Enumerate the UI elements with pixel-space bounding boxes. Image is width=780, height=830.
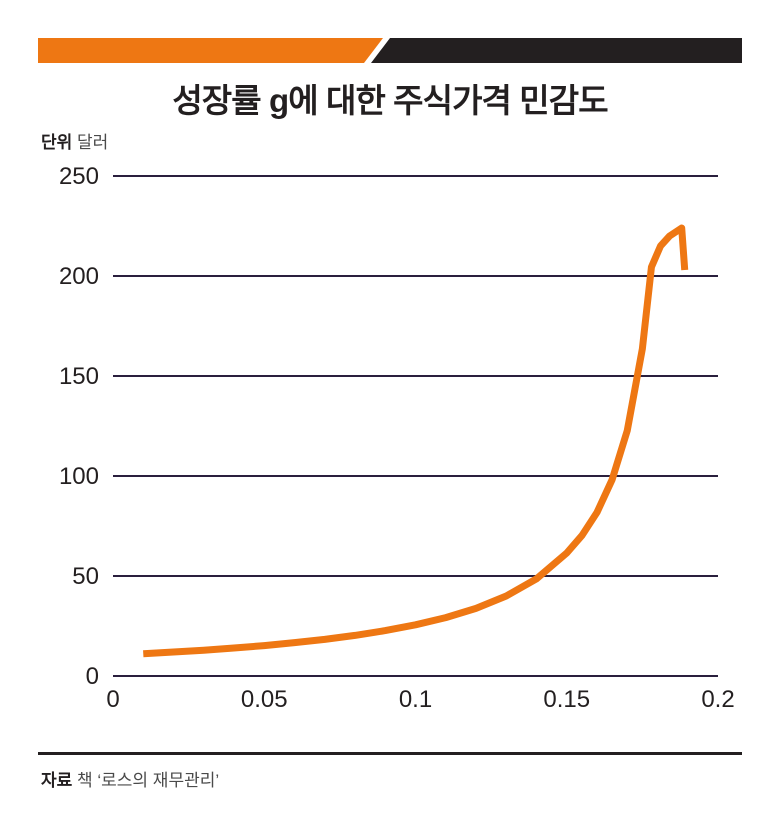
source-note-key: 자료 <box>41 771 73 790</box>
x-axis-tick-label: 0.1 <box>399 686 432 713</box>
series-line <box>143 224 689 658</box>
source-note: 자료 책 ‘로스의 재무관리’ <box>41 766 219 791</box>
gridlines-group <box>113 175 718 677</box>
x-axis-tick-label: 0 <box>106 686 119 713</box>
y-axis-tick-label: 0 <box>86 663 99 690</box>
x-axis-tick-label: 0.15 <box>543 686 590 713</box>
header-ribbon <box>38 38 742 63</box>
footer-divider <box>38 752 742 755</box>
page-title: 성장률 g에 대한 주식가격 민감도 <box>172 82 608 119</box>
x-axis-tick-label: 0.2 <box>701 686 734 713</box>
x-axis-tick-label: 0.05 <box>241 686 288 713</box>
data-series-group <box>143 224 689 658</box>
unit-label: 단위 달러 <box>41 128 108 153</box>
unit-label-key: 단위 <box>41 133 73 152</box>
y-axis-tick-label: 200 <box>59 263 99 290</box>
x-axis-tick-labels: 0 0.05 0.1 0.15 0.2 <box>106 686 734 713</box>
y-axis-tick-label: 100 <box>59 463 99 490</box>
ribbon-orange-shape <box>38 38 383 63</box>
source-note-value: 책 ‘로스의 재무관리’ <box>77 771 220 790</box>
y-axis-tick-label: 150 <box>59 363 99 390</box>
y-axis-tick-label: 250 <box>59 163 99 190</box>
y-axis-tick-labels: 0 50 100 150 200 250 <box>59 163 99 690</box>
y-axis-tick-label: 50 <box>72 563 99 590</box>
unit-label-value: 달러 <box>77 133 109 152</box>
ribbon-dark-shape <box>371 38 742 63</box>
